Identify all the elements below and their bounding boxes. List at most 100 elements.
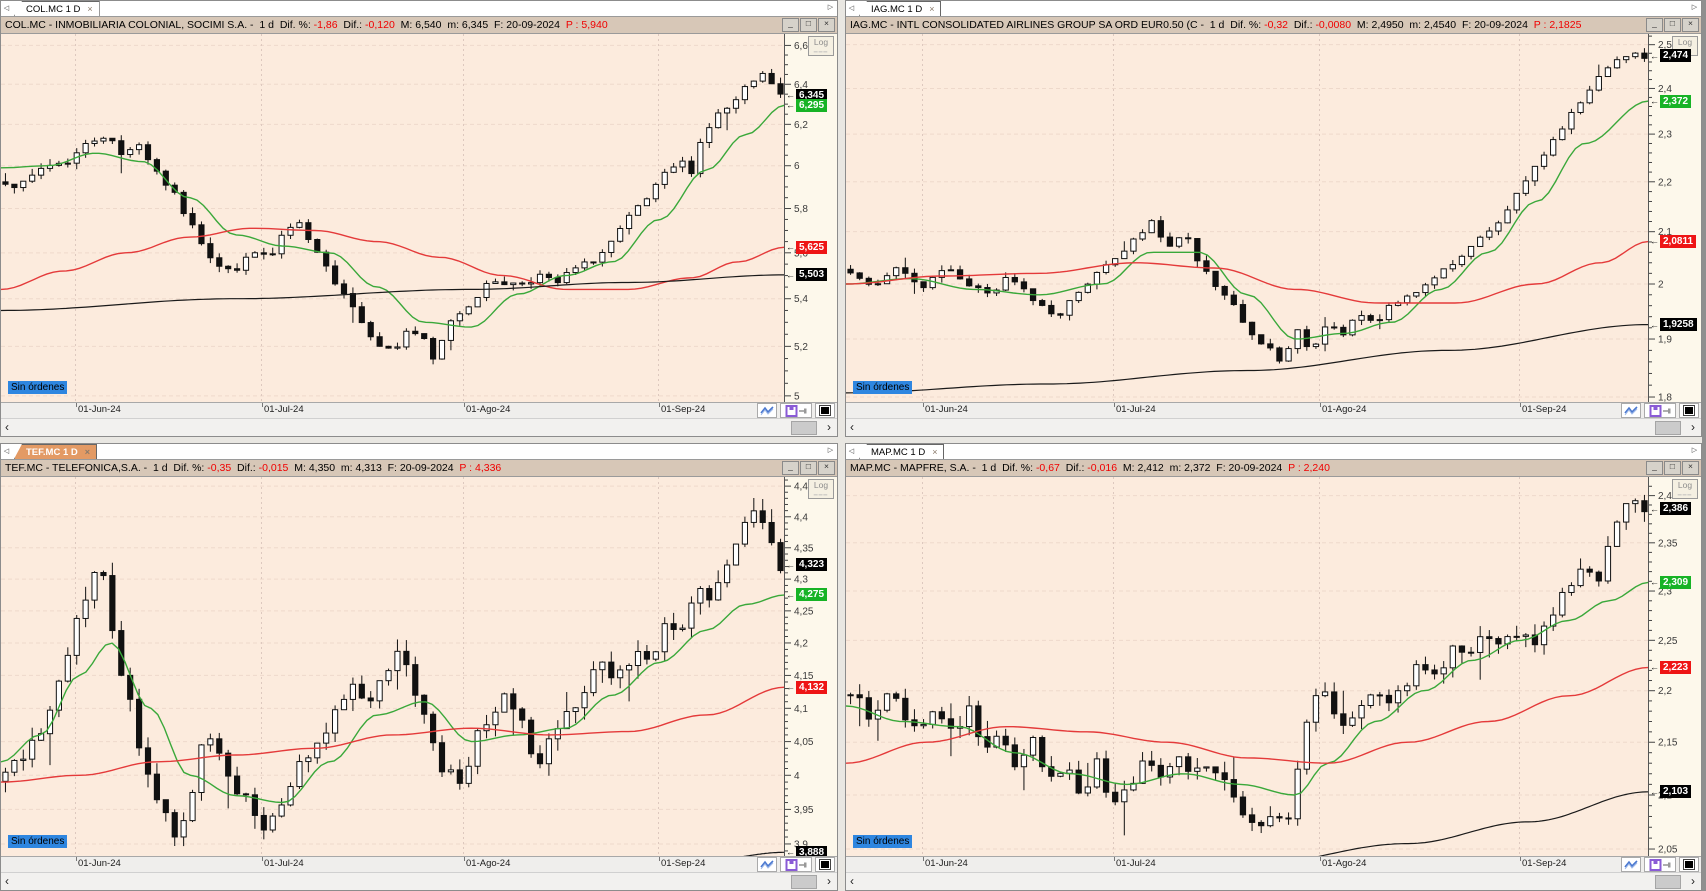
candlestick-plot[interactable] (846, 34, 1649, 402)
indicator-wave-button[interactable] (1621, 857, 1641, 872)
axis-tick-label: 4,15 (794, 671, 814, 682)
scroll-left-icon[interactable]: ‹ (5, 420, 9, 434)
save-button[interactable] (780, 857, 812, 872)
minimize-icon[interactable]: _ (782, 18, 799, 32)
color-swatch-button[interactable] (1679, 857, 1699, 872)
tab-scroll-left-icon[interactable]: ◁ (3, 448, 10, 455)
tab-col[interactable]: COL.MC 1 D × (14, 1, 100, 16)
minimize-icon[interactable]: _ (782, 461, 799, 475)
date-tick-label: 01-Jul-24 (1116, 858, 1156, 869)
indicator-wave-button[interactable] (757, 403, 777, 418)
tab-close-icon[interactable]: × (84, 446, 90, 457)
tab-close-icon[interactable]: × (932, 446, 938, 457)
tab-scroll-left-icon[interactable]: ◁ (848, 5, 855, 12)
price-axis-scale[interactable]: 2,5 2,4 2,3 2,2 2,1 2 1,9 1,8 (1649, 34, 1701, 402)
tab-scroll-left-icon[interactable]: ◁ (848, 448, 855, 455)
close-icon[interactable]: × (818, 461, 835, 475)
save-button[interactable] (780, 403, 812, 418)
price-tag-green: ← 4,275 (786, 588, 828, 602)
scrollbar-thumb[interactable] (791, 421, 817, 435)
price-tag-black: ← 3,888 (786, 845, 828, 856)
candle-body (865, 277, 872, 285)
candle-body (367, 322, 374, 338)
candle-body (1367, 694, 1374, 706)
sin-ordenes-badge[interactable]: Sin órdenes (8, 835, 68, 848)
ma-black-line (1, 274, 785, 312)
price-axis-scale[interactable]: 4,45 4,4 4,35 4,3 4,25 4,2 4,15 4,1 4,05 4 3,95 3,9 (785, 477, 837, 856)
tab-tef[interactable]: TEF.MC 1 D × (14, 444, 97, 459)
tab-scroll-left-icon[interactable]: ◁ (3, 5, 10, 12)
scroll-right-icon[interactable]: › (827, 420, 831, 434)
scroll-left-icon[interactable]: ‹ (850, 420, 854, 434)
sin-ordenes-badge[interactable]: Sin órdenes (853, 381, 913, 394)
maximize-icon[interactable]: □ (1664, 461, 1681, 475)
maximize-icon[interactable]: □ (1664, 18, 1681, 32)
save-button[interactable] (1644, 857, 1676, 872)
candle-body (1486, 230, 1493, 238)
color-swatch-button[interactable] (815, 857, 835, 872)
candle-body (1258, 334, 1265, 345)
close-icon[interactable]: × (818, 18, 835, 32)
save-button[interactable] (1644, 403, 1676, 418)
price-tag-red: ← 2,0811 (1650, 234, 1697, 248)
axis-tick-label: 2,35 (1658, 538, 1678, 549)
candle-body (975, 705, 982, 738)
candle-body (430, 338, 437, 360)
candle-body (519, 708, 526, 721)
candle-body (1148, 760, 1155, 766)
axis-tick-label: 6,4 (794, 80, 808, 91)
candle-body (492, 711, 499, 726)
tab-iag[interactable]: IAG.MC 1 D × (859, 1, 942, 16)
candlestick-plot[interactable] (846, 477, 1649, 856)
tab-scroll-right-icon[interactable]: ▷ (827, 447, 834, 454)
scroll-left-icon[interactable]: ‹ (850, 874, 854, 888)
scrollbar-thumb[interactable] (1655, 875, 1681, 889)
log-scale-button[interactable]: Log▁▁▁ (808, 479, 834, 499)
sin-ordenes-badge[interactable]: Sin órdenes (853, 835, 913, 848)
scrollbar-thumb[interactable] (791, 875, 817, 889)
price-axis-scale[interactable]: 6,6 6,4 6,2 6 5,8 5,6 5,4 5,2 5 (785, 34, 837, 402)
candle-body (144, 144, 152, 161)
minimize-icon[interactable]: _ (1646, 18, 1663, 32)
color-swatch-button[interactable] (815, 403, 835, 418)
indicator-wave-button[interactable] (757, 857, 777, 872)
tab-scroll-right-icon[interactable]: ▷ (827, 4, 834, 11)
candle-body (1112, 258, 1119, 266)
candle-body (536, 753, 544, 765)
chart-area: 2,42,352,32,252,22,152,12,05Log▁▁▁←2,386… (846, 477, 1701, 856)
candle-body (447, 320, 454, 341)
date-tick-label: 01-Jun-24 (925, 404, 968, 415)
tab-map[interactable]: MAP.MC 1 D × (859, 444, 945, 459)
price-axis: 2,42,352,32,252,22,152,12,05Log▁▁▁←2,386… (1648, 477, 1701, 856)
date-tick (923, 403, 924, 407)
price-tag-green: ← 2,309 (1650, 575, 1692, 589)
minimize-icon[interactable]: _ (1646, 461, 1663, 475)
maximize-icon[interactable]: □ (800, 461, 817, 475)
candle-body (1513, 635, 1520, 638)
log-scale-button[interactable]: Log▁▁▁ (808, 36, 834, 56)
scroll-right-icon[interactable]: › (1691, 420, 1695, 434)
close-icon[interactable]: × (1682, 461, 1699, 475)
scroll-right-icon[interactable]: › (827, 874, 831, 888)
scroll-right-icon[interactable]: › (1691, 874, 1695, 888)
candlestick-plot[interactable] (1, 477, 785, 856)
candle-body (1431, 669, 1438, 675)
candle-body (29, 739, 36, 760)
title-segment: M: 2,4950 m: 2,4540 F: 20-09-2024 (1351, 19, 1534, 31)
tag-arrow-icon: ← (1650, 662, 1659, 673)
candlestick-plot[interactable] (1, 34, 785, 402)
sin-ordenes-badge[interactable]: Sin órdenes (8, 381, 68, 394)
log-scale-button[interactable]: Log▁▁▁ (1672, 479, 1698, 499)
maximize-icon[interactable]: □ (800, 18, 817, 32)
tab-scroll-right-icon[interactable]: ▷ (1691, 4, 1698, 11)
color-swatch-button[interactable] (1679, 403, 1699, 418)
indicator-wave-button[interactable] (1621, 403, 1641, 418)
candle-body (847, 694, 854, 697)
candle-body (1495, 222, 1502, 232)
scrollbar-thumb[interactable] (1655, 421, 1681, 435)
tab-close-icon[interactable]: × (87, 3, 93, 14)
scroll-left-icon[interactable]: ‹ (5, 874, 9, 888)
close-icon[interactable]: × (1682, 18, 1699, 32)
tab-close-icon[interactable]: × (929, 3, 935, 14)
tab-scroll-right-icon[interactable]: ▷ (1691, 447, 1698, 454)
